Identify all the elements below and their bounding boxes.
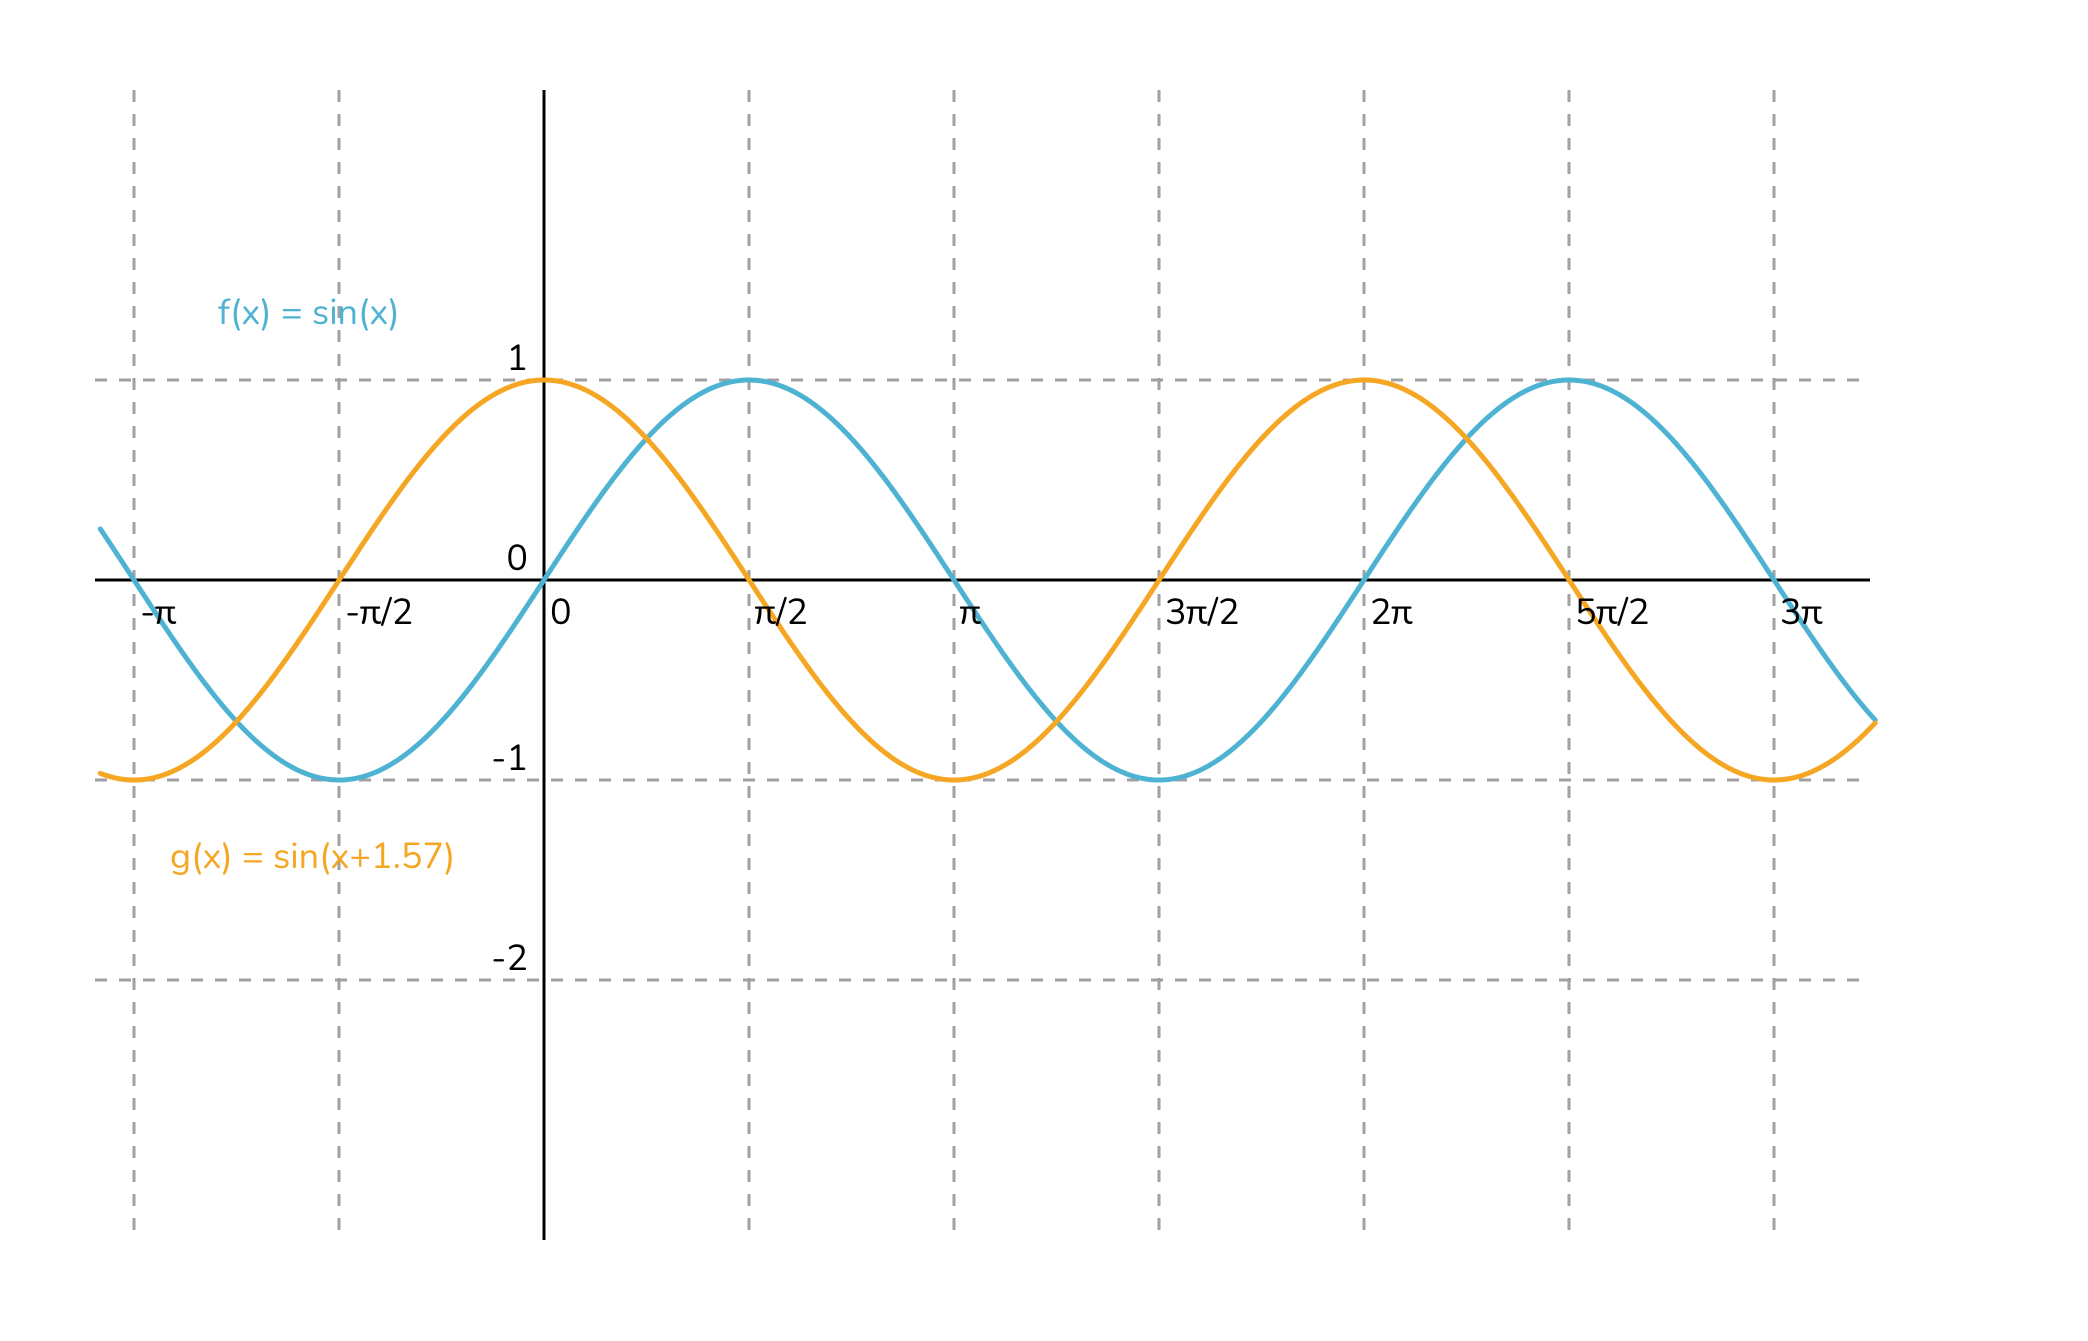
series-label-g: g(x) = sin(x+1.57) <box>170 832 455 881</box>
y-tick-label: 1 <box>506 334 528 383</box>
x-tick-label: 3π <box>1780 588 1823 637</box>
chart-svg: -π -π/2 0 π/2 π 3π/2 2π 5π/2 3π 1 0 -1 -2 f(x) = sin(… <box>0 0 2088 1341</box>
y-tick-label: 0 <box>506 534 528 583</box>
x-tick-label: -π/2 <box>345 588 413 637</box>
sine-phase-chart: -π -π/2 0 π/2 π 3π/2 2π 5π/2 3π 1 0 -1 -2 f(x) = sin(… <box>0 0 2088 1341</box>
series-label-f: f(x) = sin(x) <box>218 288 400 337</box>
x-tick-label: 3π/2 <box>1165 588 1240 637</box>
x-tick-label: -π <box>140 588 176 637</box>
x-tick-label: π <box>959 588 981 637</box>
x-tick-label: 0 <box>550 588 572 637</box>
y-tick-label: -1 <box>491 734 528 783</box>
x-tick-label: 5π/2 <box>1575 588 1650 637</box>
x-tick-label: π/2 <box>754 588 808 637</box>
y-tick-label: -2 <box>491 934 528 983</box>
x-tick-label: 2π <box>1370 588 1413 637</box>
